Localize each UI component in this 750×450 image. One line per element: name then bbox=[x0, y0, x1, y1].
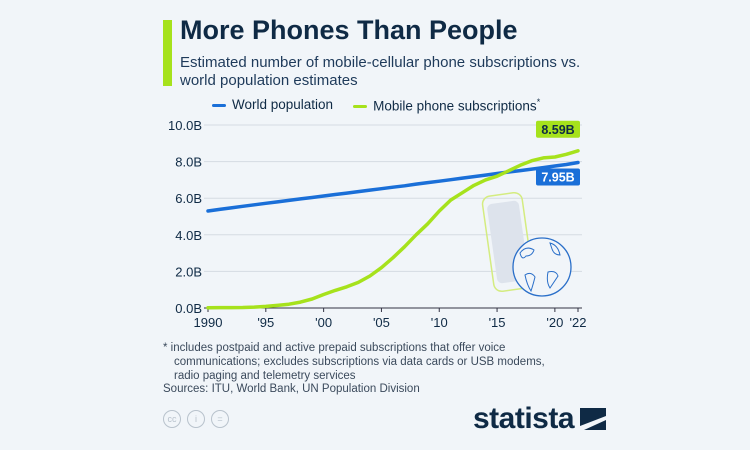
y-tick-label: 0.0B bbox=[175, 301, 202, 316]
legend-asterisk: * bbox=[536, 97, 541, 107]
x-tick-label: '00 bbox=[315, 315, 332, 330]
x-tick-label: 1990 bbox=[194, 315, 223, 330]
legend-swatch bbox=[212, 103, 226, 107]
legend-label: Mobile phone subscriptions bbox=[373, 98, 537, 114]
end-label-box bbox=[536, 168, 580, 186]
accent-bar bbox=[163, 20, 172, 86]
globe-icon bbox=[512, 237, 572, 297]
footnote-line: radio paging and telemetry services bbox=[174, 370, 356, 382]
license-icons: cc i = bbox=[163, 410, 229, 428]
legend-item-mobile: Mobile phone subscriptions* bbox=[353, 97, 540, 114]
end-label-box bbox=[536, 120, 580, 138]
brand-name: statista bbox=[473, 402, 575, 435]
x-tick-label: '15 bbox=[489, 315, 506, 330]
statista-logo-icon bbox=[580, 408, 607, 430]
legend-swatch bbox=[353, 105, 368, 109]
x-tick-label: '20 bbox=[546, 315, 563, 330]
y-tick-label: 6.0B bbox=[175, 191, 202, 206]
footnote-line: * includes postpaid and active prepaid s… bbox=[163, 342, 506, 354]
y-tick-label: 8.0B bbox=[175, 155, 202, 170]
legend-label: World population bbox=[232, 97, 334, 112]
y-tick-label: 10.0B bbox=[168, 118, 202, 133]
cc-icon[interactable]: cc bbox=[163, 410, 181, 428]
y-tick-label: 2.0B bbox=[175, 264, 202, 279]
chart-subtitle: Estimated number of mobile-cellular phon… bbox=[180, 54, 581, 89]
phone-globe-illustration bbox=[481, 191, 572, 297]
legend: World population Mobile phone subscripti… bbox=[212, 97, 540, 114]
footnote: * includes postpaid and active prepaid s… bbox=[163, 341, 583, 383]
no-derivatives-icon[interactable]: = bbox=[211, 410, 229, 428]
x-tick-label: '10 bbox=[431, 315, 448, 330]
globe-continents bbox=[519, 242, 561, 293]
x-tick-label: '95 bbox=[257, 315, 274, 330]
y-tick-label: 4.0B bbox=[175, 228, 202, 243]
x-tick-label: '05 bbox=[373, 315, 390, 330]
statista-logo[interactable]: statista bbox=[473, 402, 607, 436]
attribution-icon[interactable]: i bbox=[187, 410, 205, 428]
end-label: 7.95B bbox=[541, 171, 574, 185]
sources: Sources: ITU, World Bank, UN Population … bbox=[163, 383, 420, 395]
phone-icon bbox=[481, 191, 535, 293]
chart-title: More Phones Than People bbox=[180, 15, 518, 45]
footnote-line: communications; excludes subscriptions v… bbox=[174, 356, 545, 368]
legend-item-population: World population bbox=[212, 97, 333, 114]
end-label: 8.59B bbox=[541, 123, 574, 137]
x-tick-label: '22 bbox=[570, 315, 587, 330]
